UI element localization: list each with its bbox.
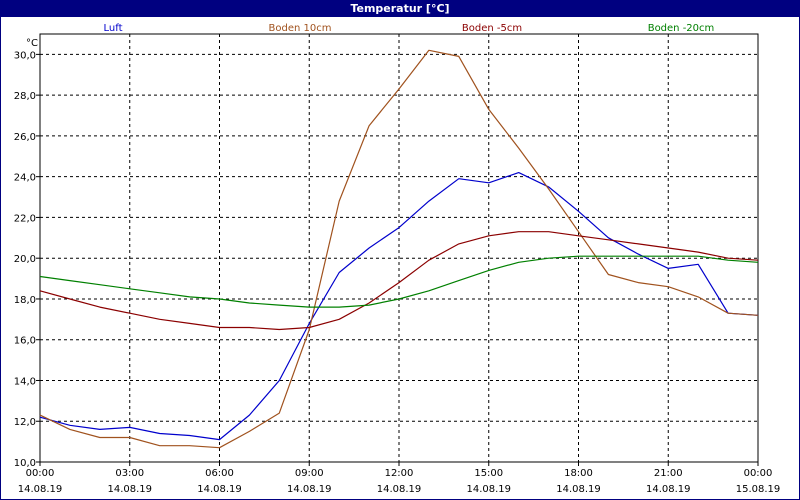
- y-tick-label: 30,0: [14, 50, 36, 61]
- x-tick-label-date: 14.08.19: [646, 484, 691, 495]
- legend-entry-boden-10cm: Boden 10cm: [269, 23, 332, 34]
- y-tick-label: 28,0: [14, 91, 36, 102]
- x-tick-label-date: 14.08.19: [377, 484, 422, 495]
- y-tick-label: 22,0: [14, 213, 36, 224]
- x-tick-label-time: 06:00: [205, 468, 234, 479]
- grid-layer: [39, 33, 759, 463]
- legend-entry-luft: Luft: [104, 23, 123, 34]
- x-tick-label-time: 03:00: [115, 468, 144, 479]
- x-tick-label-date: 14.08.19: [466, 484, 511, 495]
- series-line-boden-5cm: [39, 231, 759, 331]
- axis-layer: 10,0 12,0 14,0 16,0 18,0 20,0 22,0 24,0 26,0 28,0…: [14, 38, 781, 495]
- x-tick-label-date: 14.08.19: [18, 484, 63, 495]
- y-tick-label: 12,0: [14, 417, 36, 428]
- x-tick-label-time: 18:00: [564, 468, 593, 479]
- x-tick-label-time: 00:00: [26, 468, 55, 479]
- legend-entry-boden-5cm: Boden -5cm: [462, 23, 522, 34]
- x-tick-label-date: 15.08.19: [736, 484, 781, 495]
- y-tick-label: 16,0: [14, 336, 36, 347]
- plot-border: [39, 33, 759, 463]
- x-tick-label-date: 14.08.19: [287, 484, 332, 495]
- x-tick-label-time: 21:00: [654, 468, 683, 479]
- legend-entry-boden-20cm: Boden -20cm: [648, 23, 715, 34]
- x-tick-label-time: 12:00: [385, 468, 414, 479]
- series-line-boden-10cm: [39, 49, 759, 449]
- series-line-luft: [39, 172, 759, 441]
- x-tick-label-date: 14.08.19: [556, 484, 601, 495]
- window-title: Temperatur [°C]: [0, 0, 800, 17]
- y-tick-label: 14,0: [14, 376, 36, 387]
- temperature-chart: 10,0 12,0 14,0 16,0 18,0 20,0 22,0 24,0 26,0 28,0…: [14, 23, 781, 495]
- y-tick-label: 24,0: [14, 173, 36, 184]
- x-tick-label-date: 14.08.19: [107, 484, 152, 495]
- series-line-boden-20cm: [39, 255, 759, 308]
- legend-layer: Luft Boden 10cm Boden -5cm Boden -20cm: [104, 23, 715, 34]
- y-tick-label: 18,0: [14, 295, 36, 306]
- y-tick-label: 26,0: [14, 132, 36, 143]
- y-tick-label: 20,0: [14, 254, 36, 265]
- x-tick-label-time: 00:00: [744, 468, 773, 479]
- series-layer: [39, 49, 759, 449]
- x-tick-label-time: 15:00: [474, 468, 503, 479]
- y-axis-label: °C: [26, 38, 38, 49]
- x-tick-label-time: 09:00: [295, 468, 324, 479]
- x-tick-label-date: 14.08.19: [197, 484, 242, 495]
- y-tick-label: 10,0: [14, 458, 36, 469]
